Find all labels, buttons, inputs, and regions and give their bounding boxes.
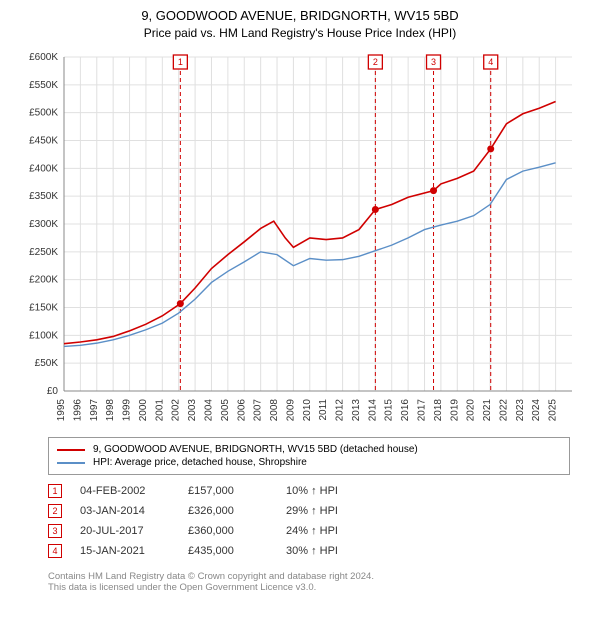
- x-tick-label: 2015: [384, 399, 395, 422]
- attribution-line2: This data is licensed under the Open Gov…: [48, 582, 570, 593]
- y-tick-label: £350K: [29, 191, 58, 202]
- y-tick-label: £100K: [29, 330, 58, 341]
- x-tick-label: 2018: [433, 399, 444, 422]
- y-tick-label: £400K: [29, 163, 58, 174]
- x-tick-label: 2008: [269, 399, 280, 422]
- x-tick-label: 2016: [400, 399, 411, 422]
- y-tick-label: £500K: [29, 108, 58, 119]
- y-tick-label: £250K: [29, 247, 58, 258]
- y-tick-label: £50K: [35, 358, 59, 369]
- x-tick-label: 2023: [515, 399, 526, 422]
- x-tick-label: 2017: [417, 399, 428, 422]
- x-tick-label: 2012: [335, 399, 346, 422]
- y-tick-label: £150K: [29, 303, 58, 314]
- sale-date: 04-FEB-2002: [80, 485, 170, 497]
- sale-dot: [372, 206, 379, 213]
- x-tick-label: 2004: [203, 399, 214, 422]
- x-tick-label: 2005: [220, 399, 231, 422]
- y-tick-label: £550K: [29, 80, 58, 91]
- legend-label: 9, GOODWOOD AVENUE, BRIDGNORTH, WV15 5BD…: [93, 444, 418, 455]
- sale-date: 20-JUL-2017: [80, 525, 170, 537]
- sale-marker-icon: 2: [48, 504, 62, 518]
- sale-marker-num: 3: [431, 57, 436, 67]
- sale-marker-num: 2: [373, 57, 378, 67]
- legend-row: 9, GOODWOOD AVENUE, BRIDGNORTH, WV15 5BD…: [57, 443, 561, 456]
- chart-area: £0 £50K £100K £150K £200K £250K £300K £350K £400…: [20, 49, 580, 429]
- y-tick-label: £0: [47, 386, 59, 397]
- x-tick-label: 2013: [351, 399, 362, 422]
- attribution-line1: Contains HM Land Registry data © Crown c…: [48, 571, 570, 582]
- sales-row: 2 03-JAN-2014 £326,000 29% ↑ HPI: [48, 501, 570, 521]
- sale-delta: 30% ↑ HPI: [286, 545, 376, 557]
- x-tick-label: 2022: [498, 399, 509, 422]
- x-tick-label: 2025: [548, 399, 559, 422]
- sale-marker-icon: 1: [48, 484, 62, 498]
- sale-date: 15-JAN-2021: [80, 545, 170, 557]
- sale-price: £360,000: [188, 525, 268, 537]
- x-tick-label: 2002: [171, 399, 182, 422]
- x-tick-label: 1996: [72, 399, 83, 422]
- x-tick-label: 1997: [89, 399, 100, 422]
- x-tick-label: 2009: [285, 399, 296, 422]
- sales-row: 4 15-JAN-2021 £435,000 30% ↑ HPI: [48, 541, 570, 561]
- sales-row: 1 04-FEB-2002 £157,000 10% ↑ HPI: [48, 481, 570, 501]
- x-tick-label: 1995: [56, 399, 67, 422]
- chart-container: 9, GOODWOOD AVENUE, BRIDGNORTH, WV15 5BD…: [0, 0, 600, 593]
- sale-delta: 29% ↑ HPI: [286, 505, 376, 517]
- title-subtitle: Price paid vs. HM Land Registry's House …: [0, 26, 600, 40]
- x-tick-label: 1998: [105, 399, 116, 422]
- sale-marker-icon: 3: [48, 524, 62, 538]
- legend-row: HPI: Average price, detached house, Shro…: [57, 456, 561, 469]
- x-tick-label: 2010: [302, 399, 313, 422]
- sale-delta: 24% ↑ HPI: [286, 525, 376, 537]
- sale-marker-num: 4: [488, 57, 493, 67]
- x-tick-label: 2011: [318, 399, 329, 421]
- legend-swatch: [57, 449, 85, 451]
- x-tick-label: 2020: [466, 399, 477, 422]
- sale-dot: [177, 300, 184, 307]
- x-tick-label: 2024: [531, 399, 542, 422]
- x-tick-label: 2003: [187, 399, 198, 422]
- sales-row: 3 20-JUL-2017 £360,000 24% ↑ HPI: [48, 521, 570, 541]
- sales-table: 1 04-FEB-2002 £157,000 10% ↑ HPI 2 03-JAN-201…: [48, 481, 570, 561]
- sale-dot: [430, 187, 437, 194]
- x-tick-label: 2007: [253, 399, 264, 422]
- y-tick-label: £300K: [29, 219, 58, 230]
- title-block: 9, GOODWOOD AVENUE, BRIDGNORTH, WV15 5BD…: [0, 0, 600, 44]
- sale-price: £326,000: [188, 505, 268, 517]
- sale-price: £157,000: [188, 485, 268, 497]
- y-tick-label: £600K: [29, 52, 58, 63]
- sale-delta: 10% ↑ HPI: [286, 485, 376, 497]
- x-tick-label: 2006: [236, 399, 247, 422]
- x-tick-label: 2014: [367, 399, 378, 422]
- x-tick-label: 1999: [122, 399, 133, 422]
- y-tick-label: £200K: [29, 275, 58, 286]
- legend: 9, GOODWOOD AVENUE, BRIDGNORTH, WV15 5BD…: [48, 437, 570, 475]
- sale-marker-icon: 4: [48, 544, 62, 558]
- x-tick-label: 2001: [154, 399, 165, 422]
- x-tick-label: 2019: [449, 399, 460, 422]
- sale-price: £435,000: [188, 545, 268, 557]
- x-tick-label: 2021: [482, 399, 493, 422]
- sale-marker-num: 1: [178, 57, 183, 67]
- legend-swatch: [57, 462, 85, 464]
- chart-svg: £0 £50K £100K £150K £200K £250K £300K £350K £400…: [20, 49, 580, 429]
- x-tick-label: 2000: [138, 399, 149, 422]
- y-tick-label: £450K: [29, 136, 58, 147]
- sale-dot: [487, 145, 494, 152]
- attribution: Contains HM Land Registry data © Crown c…: [48, 571, 570, 593]
- title-address: 9, GOODWOOD AVENUE, BRIDGNORTH, WV15 5BD: [0, 8, 600, 23]
- sale-date: 03-JAN-2014: [80, 505, 170, 517]
- legend-label: HPI: Average price, detached house, Shro…: [93, 457, 307, 468]
